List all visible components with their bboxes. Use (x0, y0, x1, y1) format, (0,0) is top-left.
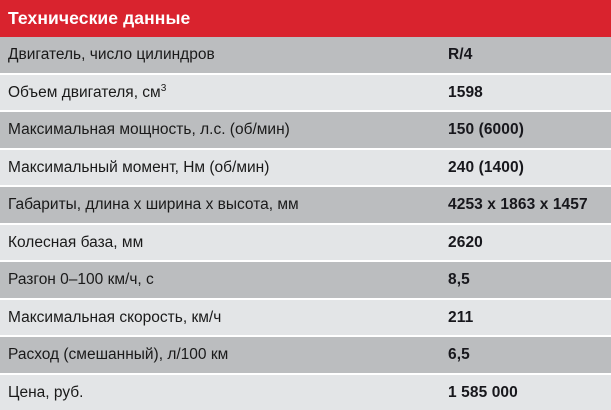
spec-label: Колесная база, мм (8, 233, 144, 251)
spec-label: Двигатель, число цилиндров (8, 46, 215, 64)
table-row: Максимальный момент, Нм (об/мин) 240 (14… (0, 149, 611, 187)
spec-label-superscript: 3 (160, 83, 167, 94)
table-row: Габариты, длина х ширина х высота, мм 42… (0, 187, 611, 225)
table-row: Разгон 0–100 км/ч, с 8,5 (0, 262, 611, 300)
spec-label: Расход (смешанный), л/100 км (8, 346, 229, 364)
spec-value: 1 585 000 (448, 383, 518, 401)
table-body: Двигатель, число цилиндров R/4 Объем дви… (0, 37, 611, 410)
table-row: Цена, руб. 1 585 000 (0, 374, 611, 410)
spec-label: Цена, руб. (8, 383, 84, 401)
table-header: Технические данные (0, 0, 611, 37)
spec-value: 6,5 (448, 346, 470, 364)
table-row: Расход (смешанный), л/100 км 6,5 (0, 337, 611, 375)
spec-value: R/4 (448, 46, 473, 64)
table-row: Объем двигателя, см3 1598 (0, 74, 611, 112)
spec-label: Разгон 0–100 км/ч, с (8, 271, 154, 289)
spec-value: 8,5 (448, 271, 470, 289)
spec-value: 211 (448, 308, 474, 326)
spec-value: 240 (1400) (448, 158, 524, 176)
spec-label-text: Объем двигателя, см (8, 83, 161, 101)
spec-label: Максимальный момент, Нм (об/мин) (8, 158, 270, 176)
spec-label: Объем двигателя, см3 (8, 84, 448, 101)
table-row: Колесная база, мм 2620 (0, 224, 611, 262)
table-row: Максимальная мощность, л.с. (об/мин) 150… (0, 112, 611, 150)
table-row: Двигатель, число цилиндров R/4 (0, 37, 611, 75)
spec-value: 1598 (448, 83, 483, 101)
spec-value: 2620 (448, 233, 483, 251)
table-header-title: Технические данные (8, 7, 191, 28)
spec-label: Габариты, длина х ширина х высота, мм (8, 196, 299, 214)
spec-label: Максимальная мощность, л.с. (об/мин) (8, 121, 290, 139)
spec-value: 150 (6000) (448, 121, 524, 139)
table-row: Максимальная скорость, км/ч 211 (0, 299, 611, 337)
spec-value: 4253 x 1863 x 1457 (448, 196, 588, 214)
spec-label: Максимальная скорость, км/ч (8, 308, 222, 326)
